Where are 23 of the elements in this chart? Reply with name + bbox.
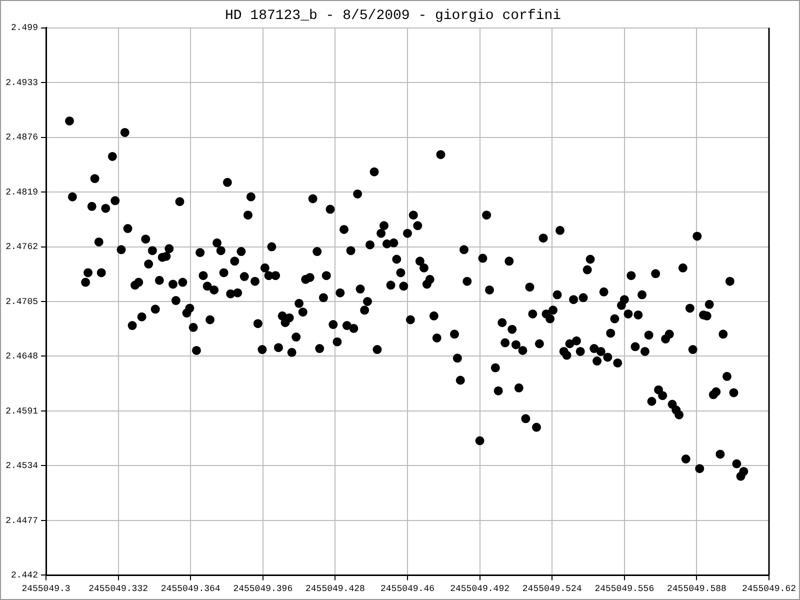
y-tick-label: 2.4876 [6, 132, 38, 143]
y-tick-label: 2.4933 [6, 78, 38, 88]
y-tick-label: 2.4705 [6, 296, 38, 307]
x-tick-label: 2455049.492 [450, 584, 510, 594]
x-tick-label: 2455049.588 [666, 584, 726, 594]
y-tick-label: 2.4762 [6, 242, 38, 252]
y-tick-label: 2.4648 [6, 352, 38, 362]
y-tick-label: 2.4591 [6, 406, 38, 416]
x-tick-label: 2455049.3 [22, 584, 70, 594]
x-tick-label: 2455049.364 [160, 584, 220, 594]
x-tick-label: 2455049.524 [522, 584, 582, 594]
chart-title: HD 187123_b - 8/5/2009 - giorgio corfini [224, 8, 562, 24]
y-tick-label: 2.4819 [6, 187, 38, 198]
x-tick-label: 2455049.556 [594, 584, 654, 594]
x-tick-label: 2455049.428 [305, 584, 365, 594]
y-tick-label: 2.499 [10, 23, 38, 34]
x-tick-label: 2455049.62 [742, 584, 796, 594]
x-tick-label: 2455049.46 [380, 584, 435, 594]
y-tick-label: 2.442 [10, 570, 38, 581]
x-tick-label: 2455049.332 [88, 584, 148, 594]
y-tick-label: 2.4477 [6, 516, 38, 526]
y-tick-label: 2.4534 [6, 461, 38, 472]
x-tick-label: 2455049.396 [233, 584, 293, 594]
